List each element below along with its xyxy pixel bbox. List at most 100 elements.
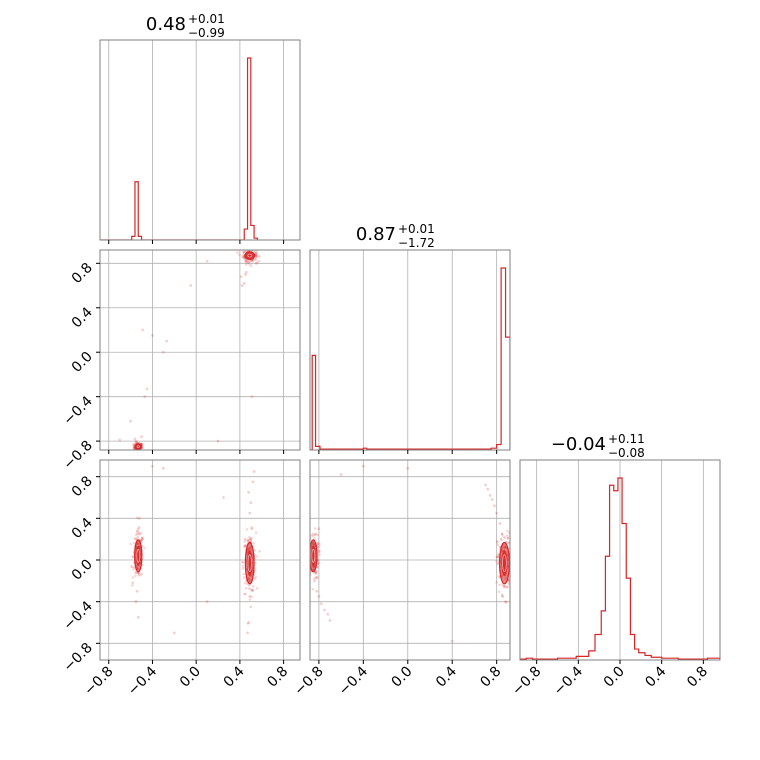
sample-point	[316, 559, 320, 563]
density-contour-inner	[136, 548, 141, 563]
sample-point	[506, 529, 509, 533]
sample-point	[143, 546, 146, 550]
density-contour-inner	[311, 548, 316, 563]
sample-point	[132, 541, 136, 545]
scatter-panel-0: −0.8 −0.4 0.0 0.4 0.8	[60, 249, 301, 473]
sample-point	[312, 577, 316, 580]
sample-point	[501, 595, 505, 598]
sample-point	[134, 570, 138, 574]
sample-point	[136, 535, 140, 539]
sample-point	[131, 584, 134, 587]
sample-point	[252, 541, 256, 545]
sample-point	[504, 600, 507, 604]
sample-point	[507, 541, 510, 545]
y-tick-label: −0.8	[60, 640, 95, 675]
sample-point	[133, 568, 136, 572]
sample-point	[131, 566, 134, 569]
sample-point	[137, 532, 141, 536]
sample-point	[249, 605, 253, 609]
density-contour-inner	[247, 253, 253, 258]
x-tick-label: −0.4	[125, 663, 160, 698]
mode-cloud-1	[236, 250, 261, 266]
sample-point	[305, 568, 308, 571]
sample-point	[136, 527, 140, 531]
sample-point	[501, 542, 505, 546]
sample-point	[255, 250, 259, 253]
density-contour-outer	[134, 539, 143, 573]
sample-point	[241, 560, 244, 564]
sample-point	[244, 587, 248, 590]
sample-point	[250, 595, 253, 598]
sample-point	[249, 537, 252, 541]
sample-point	[251, 480, 255, 484]
sample-point	[323, 608, 326, 612]
sample-point	[306, 562, 309, 565]
histogram-title-1: 0.87 +0.01−1.72	[356, 222, 435, 250]
panel-background	[100, 40, 300, 240]
sample-point	[249, 587, 253, 591]
sample-point	[496, 555, 499, 559]
sample-point	[495, 581, 498, 584]
sample-point	[253, 250, 257, 253]
sample-point	[222, 496, 225, 499]
sample-point	[314, 575, 318, 579]
histogram-step-2	[520, 477, 720, 660]
sample-point	[506, 579, 510, 583]
sample-point	[486, 487, 490, 491]
sample-point	[253, 568, 257, 571]
sample-point	[244, 263, 248, 266]
sample-point	[251, 589, 254, 592]
sample-point	[244, 544, 247, 548]
sample-point	[236, 251, 239, 254]
sample-point	[313, 527, 317, 530]
panel-background	[310, 250, 510, 450]
sample-point	[503, 585, 507, 588]
sample-point	[254, 253, 258, 257]
sample-point	[249, 501, 253, 505]
sample-point	[241, 564, 244, 568]
sample-point	[316, 542, 319, 546]
sample-point	[141, 537, 145, 541]
sample-point	[339, 473, 343, 476]
sample-point	[313, 537, 316, 540]
sample-point	[246, 539, 250, 542]
sample-point	[241, 567, 245, 570]
sample-point	[245, 259, 248, 263]
sample-point	[254, 531, 258, 534]
y-tick-label: −0.8	[60, 438, 95, 473]
sample-point	[250, 259, 253, 262]
sample-point	[205, 259, 209, 263]
density-contour-outer	[134, 443, 142, 450]
sample-point	[495, 559, 498, 563]
sample-point	[361, 464, 365, 468]
sample-point	[501, 595, 504, 598]
sample-point	[247, 490, 251, 494]
title-value: −0.04	[551, 434, 606, 455]
sample-point	[253, 549, 257, 552]
sample-point	[249, 574, 253, 578]
sample-point	[316, 541, 320, 545]
y-tick-label: 0.8	[69, 473, 96, 500]
sample-point	[500, 532, 504, 536]
sample-point	[318, 553, 321, 557]
sample-point	[243, 537, 247, 541]
sample-point	[141, 328, 145, 332]
density-contour-inner	[136, 445, 140, 449]
panel-plot-area	[310, 250, 510, 450]
sample-point	[136, 571, 140, 575]
sample-point	[134, 574, 137, 578]
sample-point	[136, 615, 140, 619]
sample-point	[506, 536, 510, 540]
mode-cloud-0	[129, 516, 146, 587]
sample-point	[319, 602, 323, 606]
sample-point	[134, 600, 138, 604]
mode-cloud-1	[241, 526, 261, 625]
sample-point	[134, 533, 138, 537]
sample-point	[313, 533, 317, 537]
sample-point	[499, 537, 503, 541]
sample-point	[250, 526, 253, 529]
sample-point	[490, 498, 494, 501]
title-value: 0.87	[356, 224, 396, 245]
sample-point	[246, 622, 250, 625]
